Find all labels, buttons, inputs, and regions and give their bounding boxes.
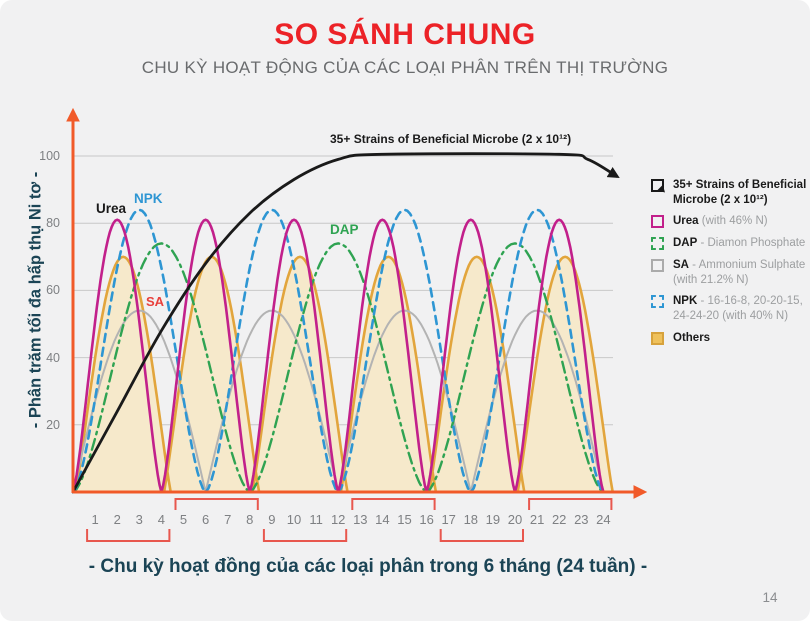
bracket-weeks-21-24 [528, 498, 613, 510]
y-tick-20: 20 [46, 417, 60, 432]
legend-item-label: DAP - Diamon Phosphate [673, 237, 806, 250]
bracket-weeks-9-12 [262, 529, 348, 542]
bracket-weeks-17-20 [439, 529, 524, 542]
week-label-11: 11 [309, 512, 323, 527]
legend-item-label: SA - Ammonium Sulphate (with 21.2% N) [673, 258, 806, 286]
legend-item-dap: DAP - Diamon Phosphate [651, 236, 809, 251]
axes [66, 107, 648, 499]
legend-item-npk: NPK - 16-16-8, 20-20-15, 24-24-20 (with … [651, 294, 809, 323]
y-axis-title: - Phân trăm tối đa hấp thụ Ni tơ - [26, 171, 45, 429]
week-label-7: 7 [224, 512, 232, 527]
week-label-15: 15 [397, 512, 412, 527]
arrow-tip-icon [657, 184, 668, 196]
y-tick-60: 60 [46, 283, 60, 298]
others-fill [75, 256, 613, 492]
y-tick-100: 100 [39, 149, 60, 163]
week-label-9: 9 [268, 512, 276, 527]
week-label-17: 17 [441, 512, 456, 527]
chart-legend: 35+ Strains of Beneficial Microbe (2 x 1… [651, 178, 809, 345]
legend-item-label: Others [673, 331, 711, 344]
week-label-12: 12 [330, 512, 346, 527]
microbe-label: 35+ Strains of Beneficial Microbe (2 x 1… [330, 132, 572, 146]
week-label-22: 22 [551, 512, 567, 527]
week-label-18: 18 [463, 512, 479, 527]
legend-item-urea: Urea (with 46% N) [651, 214, 809, 229]
week-label-19: 19 [485, 512, 501, 527]
microbe-curve [71, 152, 620, 494]
npk-swatch-icon [651, 295, 664, 309]
sa-label: SA [146, 294, 165, 309]
week-label-5: 5 [179, 512, 188, 527]
week-label-24: 24 [596, 512, 611, 527]
bracket-weeks-5-8 [174, 498, 259, 510]
page-title: SO SÁNH CHUNG [274, 18, 536, 51]
legend-item-label: Urea (with 46% N) [673, 215, 768, 228]
week-label-23: 23 [574, 512, 589, 527]
urea-label: Urea [96, 201, 127, 216]
week-label-13: 13 [353, 512, 368, 527]
dap-label: DAP [330, 222, 359, 237]
sa-curve [72, 309, 605, 493]
page-subtitle: CHU KỲ HOẠT ĐỘNG CỦA CÁC LOẠI PHÂN TRÊN … [141, 58, 669, 77]
curves [71, 152, 620, 494]
bottom-caption: - Chu kỳ hoạt đồng của các loại phân tro… [88, 556, 648, 577]
urea-swatch-icon [651, 215, 664, 229]
microbe-swatch-icon [651, 179, 668, 196]
y-tick-80: 80 [46, 216, 60, 231]
week-label-21: 21 [529, 512, 545, 527]
week-label-2: 2 [113, 512, 121, 527]
week-label-3: 3 [135, 512, 143, 527]
bracket-weeks-1-4 [86, 529, 171, 542]
legend-item-label: 35+ Strains of Beneficial Microbe (2 x 1… [673, 179, 807, 206]
npk-curve [71, 208, 605, 494]
week-label-10: 10 [286, 512, 302, 527]
week-group-brackets [86, 498, 613, 542]
dap-curve [71, 242, 605, 494]
week-label-16: 16 [419, 512, 434, 527]
week-label-20: 20 [507, 512, 523, 527]
sa-swatch-icon [651, 258, 664, 272]
week-label-4: 4 [157, 512, 165, 527]
urea-curve [71, 218, 605, 494]
bracket-weeks-13-16 [351, 498, 436, 510]
page-number: 14 [762, 590, 778, 605]
week-label-8: 8 [246, 512, 254, 527]
week-label-14: 14 [375, 512, 390, 527]
legend-item-microbe: 35+ Strains of Beneficial Microbe (2 x 1… [651, 178, 809, 207]
legend-item-others: Others [651, 331, 809, 346]
npk-label: NPK [134, 191, 163, 206]
y-tick-40: 40 [46, 350, 60, 365]
week-label-6: 6 [201, 512, 210, 527]
legend-item-label: NPK - 16-16-8, 20-20-15, 24-24-20 (with … [673, 295, 803, 323]
legend-item-sa: SA - Ammonium Sulphate (with 21.2% N) [651, 258, 809, 287]
week-label-1: 1 [91, 512, 99, 527]
gridlines [73, 155, 613, 426]
dap-swatch-icon [651, 237, 664, 251]
others-swatch-icon [651, 331, 664, 345]
